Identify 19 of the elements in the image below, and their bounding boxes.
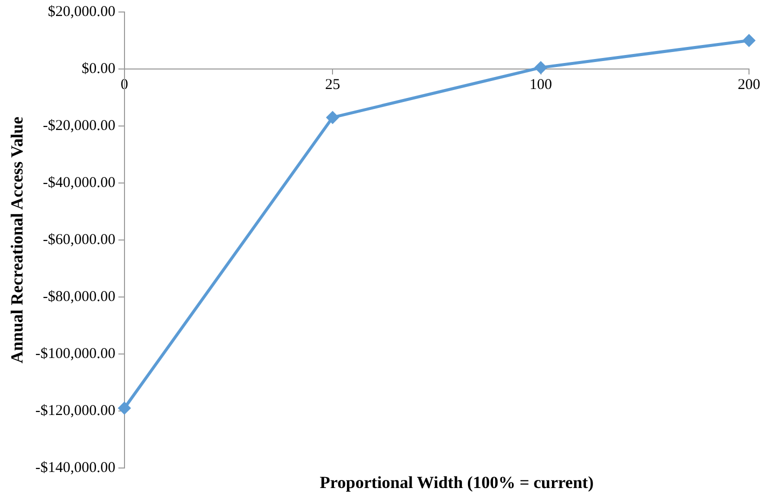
point xyxy=(326,111,339,124)
x-tick-label: 100 xyxy=(530,76,552,93)
x-tick-label: 25 xyxy=(325,76,340,93)
y-tick-label: -$20,000.00 xyxy=(42,118,116,134)
point xyxy=(118,402,130,414)
x-axis-title: Proportional Width (100% = current) xyxy=(320,472,594,492)
y-tick-label: -$60,000.00 xyxy=(42,232,116,248)
y-tick-label: -$120,000.00 xyxy=(35,402,116,419)
y-tick-label: -$100,000.00 xyxy=(35,346,116,362)
y-tick-label: -$80,000.00 xyxy=(42,288,116,305)
y-tick-label: -$140,000.00 xyxy=(35,460,116,476)
y-tick-label: $20,000.00 xyxy=(48,4,116,20)
point xyxy=(534,62,547,74)
point xyxy=(743,34,755,46)
y-axis-title: Annual Recreational Access Value xyxy=(8,116,27,364)
y-tick-label: -$40,000.00 xyxy=(42,174,116,191)
x-tick-label: 200 xyxy=(738,76,760,93)
y-tick-label: $0.00 xyxy=(82,60,116,77)
x-tick-label: 0 xyxy=(120,76,128,93)
